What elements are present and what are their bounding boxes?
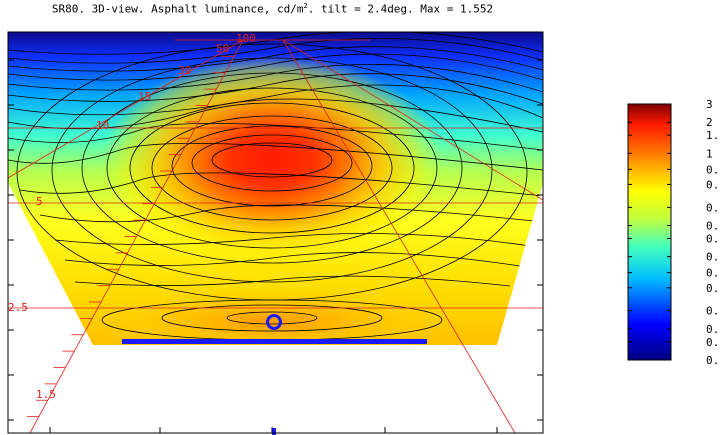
road-base-marker (122, 339, 427, 344)
colorbar-tick-label: 3 (706, 98, 713, 111)
colorbar-tick-label: 0.01 (706, 354, 720, 367)
colorbar-tick-label: 0.3 (706, 201, 720, 214)
colorbar-tick-label: 0.015 (706, 336, 720, 349)
colorbar-tick-label: 0.07 (706, 267, 720, 280)
colorbar-tick-label: 0.1 (706, 251, 720, 264)
distance-label: 15 (138, 90, 151, 103)
bottom-marker (272, 428, 276, 435)
colorbar-tick-label: 1.5 (706, 129, 720, 142)
plot-frame (7, 31, 544, 434)
colorbar-tick-label: 0.05 (706, 282, 720, 295)
colorbar-tick-label: 0.02 (706, 323, 720, 336)
contour-lines (8, 32, 543, 341)
distance-label: 30 (178, 64, 191, 77)
colorbar-tick-label: 0.2 (706, 220, 720, 233)
distance-label: 100 (236, 32, 256, 45)
distance-ticks (26, 39, 243, 418)
colorbar-ticks: 3 21.5 1 0.7 0.5 0.3 0.20.15 0.1 0.07 0.05 0.03 0.0… (628, 98, 720, 367)
distance-label: 2.5 (8, 301, 28, 314)
distance-label: 5 (36, 195, 43, 208)
frame-ticks (8, 59, 543, 433)
distance-label: 10 (96, 119, 109, 132)
colorbar-tick-label: 0.7 (706, 163, 720, 176)
chart-title: SR80. 3D-view. Asphalt luminance, cd/m2.… (51, 2, 494, 16)
colorbar (627, 103, 672, 361)
distance-label: 1.5 (36, 388, 56, 401)
distance-labels: 100 50 30 15 10 5 2.5 1.5 (8, 32, 256, 401)
colorbar-tick-label: 2 (706, 116, 713, 129)
colorbar-tick-label: 1 (706, 147, 713, 160)
colorbar-tick-label: 0.15 (706, 232, 720, 245)
luminance-heatmap (8, 32, 543, 345)
colorbar-tick-label: 0.5 (706, 178, 720, 191)
colorbar-tick-label: 0.03 (706, 305, 720, 318)
observer-marker (266, 314, 282, 330)
distance-label: 50 (216, 42, 229, 55)
